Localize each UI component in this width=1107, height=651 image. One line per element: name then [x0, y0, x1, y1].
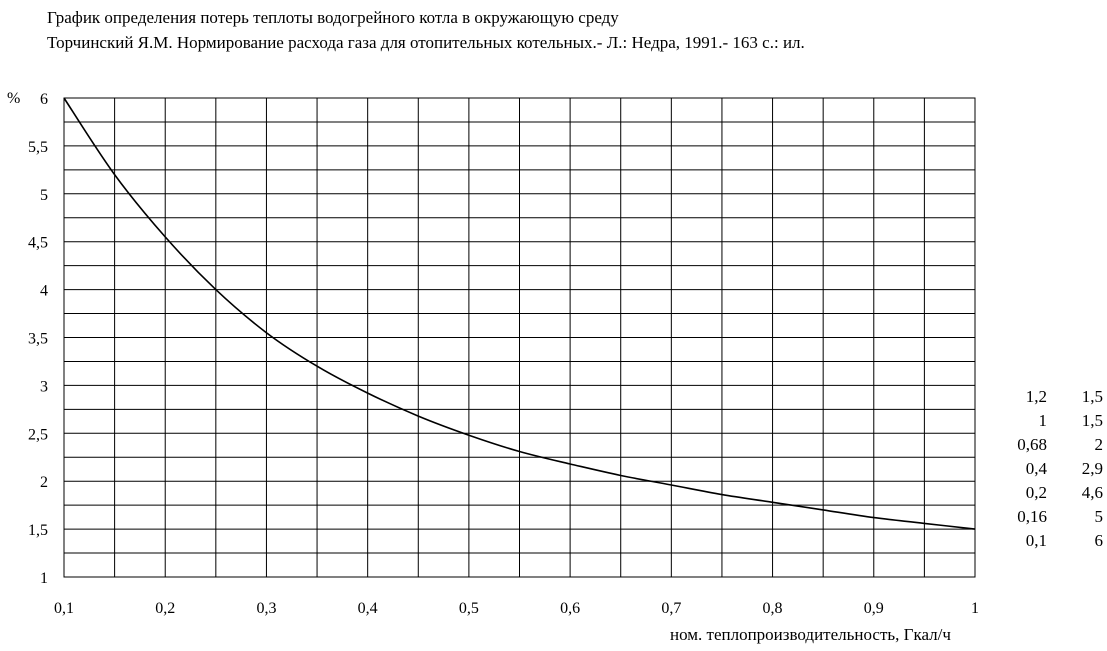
table-cell: 0,2	[1025, 483, 1047, 502]
table-cell: 1	[1038, 411, 1048, 430]
x-tick-label: 0,1	[54, 600, 74, 617]
x-tick-label: 0,5	[459, 600, 479, 617]
x-tick-label: 0,4	[358, 600, 378, 617]
table-cell: 2	[1094, 435, 1104, 454]
table-cell: 1,2	[1025, 387, 1047, 406]
x-tick-label: 1	[971, 600, 979, 617]
table-row: 0,4 2,9	[1010, 457, 1103, 481]
table-row: 0,16 5	[1010, 505, 1103, 529]
y-tick-label: 4,5	[28, 235, 48, 252]
x-tick-label: 0,6	[560, 600, 580, 617]
y-tick-label: 3,5	[28, 331, 48, 348]
table-cell: 0,4	[1025, 459, 1047, 478]
table-row: 1,2 1,5	[1010, 385, 1103, 409]
x-tick-label: 0,9	[864, 600, 884, 617]
data-table: 1,2 1,5 1 1,5 0,68 2 0,4 2,9 0,2 4,6 0,16 5 0,1 6	[1010, 385, 1103, 553]
table-row: 0,2 4,6	[1010, 481, 1103, 505]
y-tick-label: 1,5	[28, 522, 48, 539]
chart-source: Торчинский Я.М. Нормирование расхода газ…	[47, 33, 805, 52]
series-line	[63, 97, 976, 530]
table-cell: 0,68	[1017, 435, 1047, 454]
y-axis-label: %	[7, 90, 20, 107]
y-tick-label: 4	[40, 283, 48, 300]
table-cell: 0,1	[1025, 531, 1047, 550]
table-cell: 1,5	[1081, 411, 1103, 430]
table-cell: 1,5	[1081, 387, 1103, 406]
table-cell: 6	[1094, 531, 1104, 550]
y-tick-label: 3	[40, 378, 48, 395]
table-cell: 5	[1094, 507, 1104, 526]
table-cell: 4,6	[1081, 483, 1103, 502]
table-row: 0,1 6	[1010, 529, 1103, 553]
y-tick-label: 1	[40, 570, 48, 587]
y-tick-label: 5	[40, 187, 48, 204]
x-tick-label: 0,3	[256, 600, 276, 617]
chart-title: График определения потерь теплоты водогр…	[47, 8, 619, 27]
x-axis-label: ном. теплопроизводительность, Гкал/ч	[670, 625, 951, 644]
y-tick-label: 6	[40, 91, 48, 108]
y-tick-label: 5,5	[28, 139, 48, 156]
table-cell: 2,9	[1081, 459, 1103, 478]
table-row: 0,68 2	[1010, 433, 1103, 457]
x-tick-label: 0,2	[155, 600, 175, 617]
table-row: 1 1,5	[1010, 409, 1104, 433]
y-tick-label: 2	[40, 474, 48, 491]
y-tick-label: 2,5	[28, 426, 48, 443]
table-cell: 0,16	[1017, 507, 1047, 526]
x-tick-label: 0,7	[661, 600, 681, 617]
x-tick-label: 0,8	[763, 600, 783, 617]
